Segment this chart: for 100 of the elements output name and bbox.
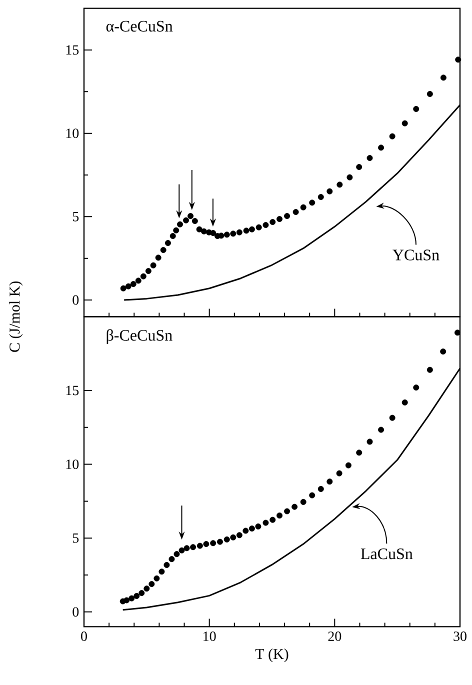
point [276,512,283,519]
point [270,219,276,226]
point [154,575,160,582]
point [188,213,194,220]
point [336,182,343,188]
x-tick-label: 10 [204,632,216,642]
point [196,226,202,232]
y-tick-label: 0 [72,295,79,305]
y-tick-label: 5 [72,533,79,543]
point [309,200,316,206]
point [426,90,433,97]
point [356,164,362,170]
point [128,595,135,602]
point [389,414,396,421]
point [236,229,242,236]
point [130,281,136,288]
annotation: β-CeCuSn [106,329,172,344]
point [248,526,255,532]
point [262,520,269,526]
point [158,568,165,575]
point [140,273,146,280]
point [454,330,460,336]
point [184,545,190,552]
point [426,366,433,373]
point [256,224,262,230]
point [160,247,166,254]
point [144,586,150,592]
y-tick-label: 0 [72,607,79,617]
point [402,399,408,406]
point [276,216,283,222]
y-tick-label: 10 [66,460,79,470]
point [440,74,446,81]
point [292,209,299,216]
point [168,556,175,562]
x-axis-title: T (K) [255,648,288,662]
point [366,154,373,161]
point [356,450,362,456]
point [164,562,170,568]
x-tick-label: 0 [81,632,87,642]
point [300,204,306,210]
point [138,590,145,596]
point [440,348,446,355]
point [345,462,352,468]
point [120,285,126,292]
y-tick-label: 10 [66,128,79,138]
point [318,486,324,492]
y-axis-title: C (J/mol K) [9,282,23,352]
point [170,233,176,240]
point [192,218,198,224]
point [134,592,140,599]
annotation: α-CeCuSn [106,20,173,32]
point [124,597,130,604]
point [326,478,333,485]
point [164,240,171,246]
point [190,544,196,550]
point [378,144,384,151]
point [177,221,184,228]
point [148,581,155,588]
point [309,492,316,498]
point [150,262,156,268]
point [284,508,290,514]
point [200,228,207,234]
x-tick-label: 30 [454,632,466,642]
y-tick-label: 15 [66,386,79,396]
point [402,120,408,126]
point [203,541,210,548]
y-tick-label: 15 [66,45,79,55]
x-tick-label: 20 [328,632,342,642]
point [236,532,242,538]
point [413,384,420,391]
point [284,213,290,220]
point [389,133,396,140]
point [174,551,180,558]
point [378,426,384,433]
point [183,217,190,224]
point [224,536,230,542]
point [346,174,353,180]
point [366,438,373,445]
point [173,227,180,234]
y-tick-label: 5 [72,212,79,222]
point [326,188,333,194]
point [230,534,236,540]
point [242,528,249,534]
point [262,222,269,228]
point [270,516,276,523]
point [210,540,216,546]
annotation: LaCuSn [360,548,413,560]
point [292,504,298,510]
point [216,538,223,545]
point [224,232,230,238]
point [145,268,152,274]
point [413,106,420,112]
point [210,230,216,236]
point [336,470,342,476]
point [196,542,203,549]
point [125,283,132,290]
point [243,228,250,234]
point [230,230,236,237]
point [300,498,306,505]
point [455,56,462,63]
